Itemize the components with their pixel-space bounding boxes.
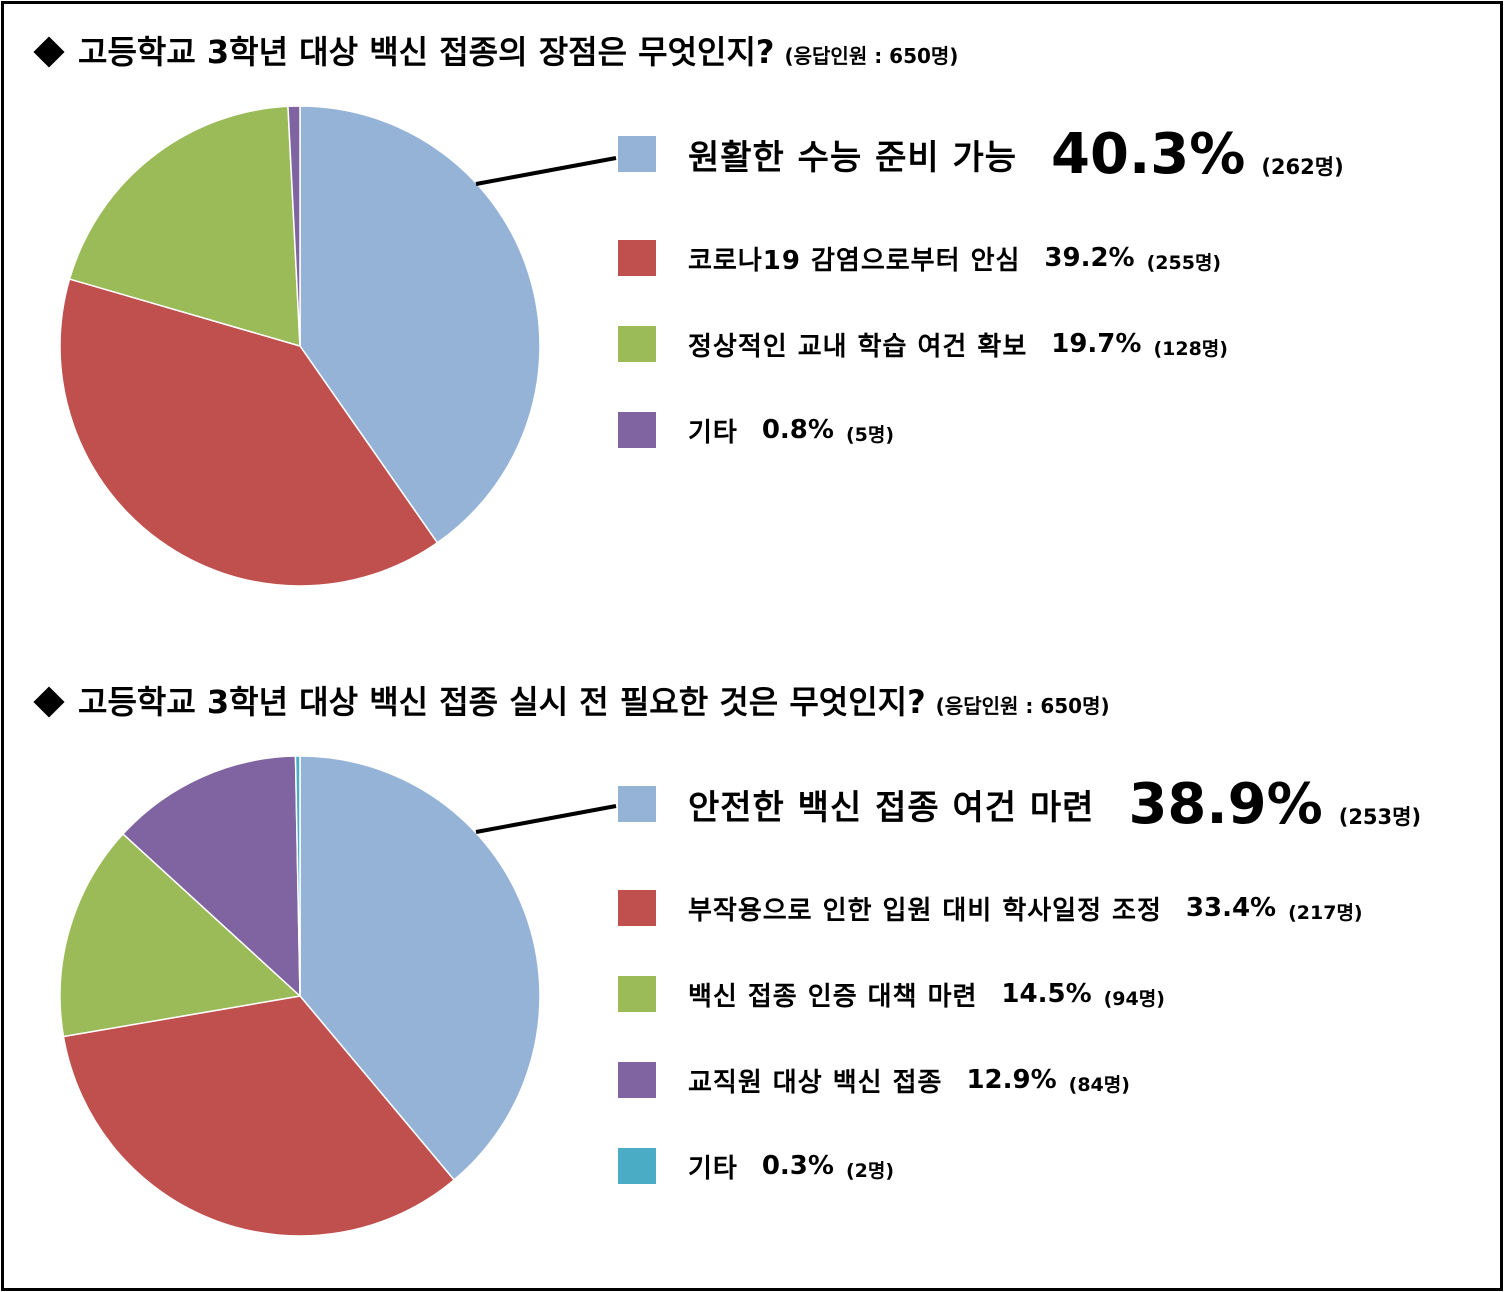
- legend-label: 백신 접종 인증 대책 마련: [688, 981, 978, 1012]
- legend-swatch: [618, 890, 656, 926]
- chart-2-legend-item-4: 교직원 대상 백신 접종 12.9% (84명): [618, 1060, 1130, 1100]
- legend-count: (5명): [845, 423, 895, 446]
- chart-2-slice-4: [121, 755, 301, 998]
- legend-count: (217명): [1288, 901, 1363, 924]
- chart-1-slice-2: [59, 278, 439, 587]
- chart-1-title: 고등학교 3학년 대상 백신 접종의 장점은 무엇인지? (응답인원 : 650명…: [32, 32, 958, 76]
- chart-1-pie: [59, 105, 617, 587]
- legend-percent: 19.7%: [1051, 329, 1142, 359]
- legend-count: (84명): [1068, 1073, 1130, 1096]
- legend-label: 원활한 수능 준비 가능: [688, 137, 1018, 178]
- legend-count: (128명): [1153, 337, 1228, 360]
- chart-1-legend-item-3: 정상적인 교내 학습 여건 확보 19.7% (128명): [618, 324, 1228, 364]
- legend-label: 기타: [688, 1153, 738, 1184]
- chart-2-legend-item-3: 백신 접종 인증 대책 마련 14.5% (94명): [618, 974, 1165, 1014]
- legend-swatch: [618, 240, 656, 276]
- legend-swatch: [618, 1148, 656, 1184]
- chart-panel-2: 고등학교 3학년 대상 백신 접종 실시 전 필요한 것은 무엇인지? (응답인원…: [4, 654, 1500, 1288]
- legend-percent: 39.2%: [1044, 243, 1135, 273]
- chart-1-leader-line: [475, 156, 617, 186]
- legend-count: (255명): [1146, 251, 1222, 274]
- legend-percent: 40.3%: [1051, 121, 1246, 187]
- chart-2-respondents-note: (응답인원 : 650명): [935, 694, 1110, 718]
- legend-count: (2명): [845, 1159, 895, 1182]
- chart-2-slice-2: [62, 995, 456, 1237]
- legend-swatch: [618, 412, 656, 448]
- chart-panel-1: 고등학교 3학년 대상 백신 접종의 장점은 무엇인지? (응답인원 : 650명…: [4, 4, 1500, 644]
- chart-2-slice-5: [294, 755, 301, 997]
- chart-2-legend-item-5: 기타 0.3% (2명): [618, 1146, 894, 1186]
- legend-swatch: [618, 976, 656, 1012]
- legend-label: 안전한 백신 접종 여건 마련: [688, 787, 1095, 828]
- legend-percent: 38.9%: [1128, 771, 1323, 837]
- chart-2-legend-item-1: 안전한 백신 접종 여건 마련 38.9% (253명): [618, 772, 1421, 837]
- chart-1-respondents-note: (응답인원 : 650명): [784, 44, 959, 68]
- chart-2-slice-1: [299, 755, 541, 1182]
- chart-1-legend-item-2: 코로나19 감염으로부터 안심 39.2% (255명): [618, 238, 1221, 278]
- chart-2-pie: [59, 755, 617, 1237]
- legend-percent: 0.3%: [761, 1151, 834, 1181]
- chart-1-legend-item-4: 기타 0.8% (5명): [618, 410, 894, 450]
- legend-swatch: [618, 326, 656, 362]
- chart-1-slice-3: [68, 105, 301, 348]
- legend-label: 정상적인 교내 학습 여건 확보: [688, 331, 1028, 362]
- chart-2-slice-3: [59, 832, 302, 1038]
- legend-swatch: [618, 1062, 656, 1098]
- legend-percent: 12.9%: [966, 1065, 1057, 1095]
- legend-percent: 33.4%: [1185, 893, 1277, 923]
- chart-1-slice-4: [287, 105, 301, 347]
- legend-count: (253명): [1338, 805, 1422, 829]
- legend-label: 기타: [688, 417, 738, 448]
- chart-2-title-text: 고등학교 3학년 대상 백신 접종 실시 전 필요한 것은 무엇인지?: [78, 683, 926, 721]
- chart-2-leader-line: [475, 804, 617, 834]
- chart-1-slice-1: [299, 105, 541, 544]
- chart-1-title-text: 고등학교 3학년 대상 백신 접종의 장점은 무엇인지?: [78, 33, 775, 71]
- legend-percent: 0.8%: [761, 415, 834, 445]
- legend-count: (94명): [1103, 987, 1165, 1010]
- legend-percent: 14.5%: [1001, 979, 1092, 1009]
- chart-2-title: 고등학교 3학년 대상 백신 접종 실시 전 필요한 것은 무엇인지? (응답인원…: [32, 682, 1110, 726]
- legend-label: 부작용으로 인한 입원 대비 학사일정 조정: [688, 895, 1162, 926]
- legend-label: 교직원 대상 백신 접종: [688, 1067, 943, 1098]
- chart-1-legend-item-1: 원활한 수능 준비 가능 40.3% (262명): [618, 122, 1344, 187]
- legend-swatch: [618, 786, 656, 822]
- legend-label: 코로나19 감염으로부터 안심: [688, 245, 1021, 276]
- legend-count: (262명): [1261, 155, 1344, 179]
- legend-swatch: [618, 136, 656, 172]
- chart-2-legend-item-2: 부작용으로 인한 입원 대비 학사일정 조정 33.4% (217명): [618, 888, 1363, 928]
